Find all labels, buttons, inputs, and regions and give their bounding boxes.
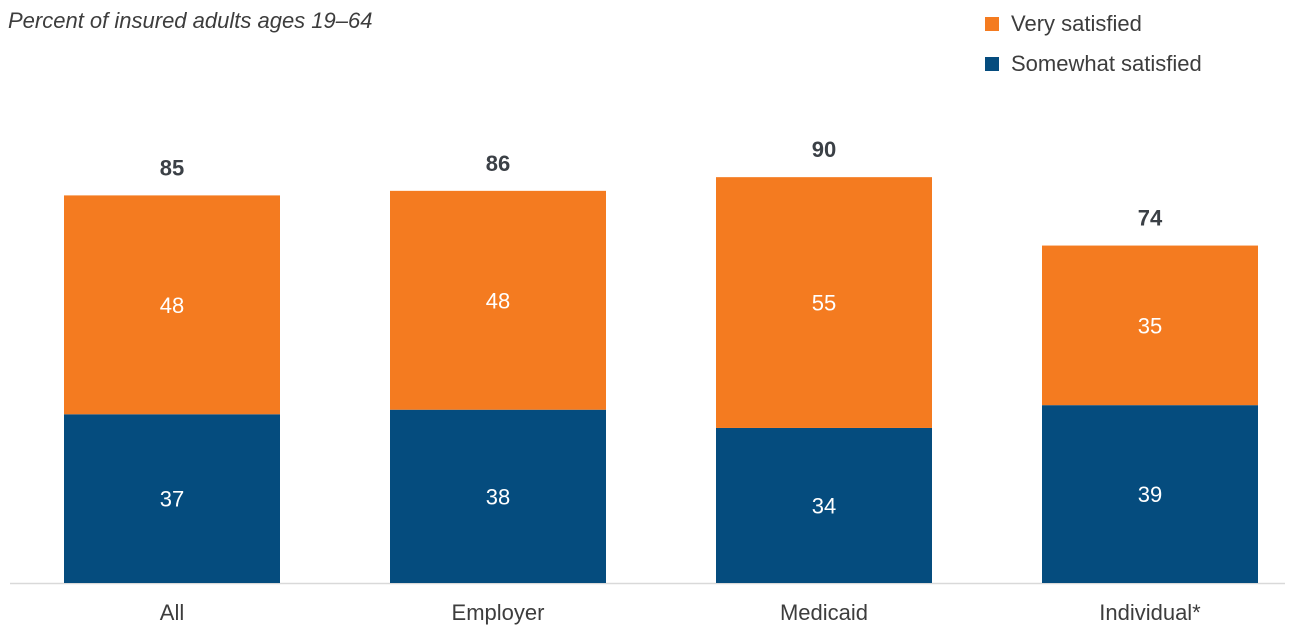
bar-very-satisfied-2 xyxy=(716,177,932,428)
bar-label-somewhat-satisfied-2: 34 xyxy=(812,493,836,518)
bar-somewhat-satisfied-1 xyxy=(390,409,606,583)
category-label-3: Individual* xyxy=(1099,600,1201,625)
bar-somewhat-satisfied-2 xyxy=(716,427,932,583)
total-label-2: 90 xyxy=(812,137,836,162)
bar-somewhat-satisfied-3 xyxy=(1042,405,1258,583)
legend-item-somewhat-satisfied: Somewhat satisfied xyxy=(985,44,1202,84)
bar-label-somewhat-satisfied-0: 37 xyxy=(160,487,184,512)
total-label-3: 74 xyxy=(1138,206,1163,231)
chart-subtitle: Percent of insured adults ages 19–64 xyxy=(8,8,373,33)
bar-very-satisfied-0 xyxy=(64,195,280,415)
bar-label-somewhat-satisfied-1: 38 xyxy=(486,484,510,509)
legend-label-very-satisfied: Very satisfied xyxy=(1011,11,1142,36)
category-label-0: All xyxy=(160,600,184,625)
legend-item-very-satisfied: Very satisfied xyxy=(985,4,1202,44)
chart-legend: Very satisfied Somewhat satisfied xyxy=(985,4,1202,84)
category-label-1: Employer xyxy=(452,600,545,625)
legend-label-somewhat-satisfied: Somewhat satisfied xyxy=(1011,51,1202,76)
bar-label-very-satisfied-0: 48 xyxy=(160,293,184,318)
bar-label-very-satisfied-2: 55 xyxy=(812,291,836,316)
bar-label-somewhat-satisfied-3: 39 xyxy=(1138,482,1162,507)
category-label-2: Medicaid xyxy=(780,600,868,625)
bar-somewhat-satisfied-0 xyxy=(64,414,280,583)
total-label-1: 86 xyxy=(486,151,510,176)
bar-very-satisfied-3 xyxy=(1042,245,1258,406)
bar-label-very-satisfied-3: 35 xyxy=(1138,313,1162,338)
total-label-0: 85 xyxy=(160,155,184,180)
bar-very-satisfied-1 xyxy=(390,190,606,410)
legend-swatch-very-satisfied xyxy=(985,17,999,31)
bar-label-very-satisfied-1: 48 xyxy=(486,288,510,313)
legend-swatch-somewhat-satisfied xyxy=(985,57,999,71)
